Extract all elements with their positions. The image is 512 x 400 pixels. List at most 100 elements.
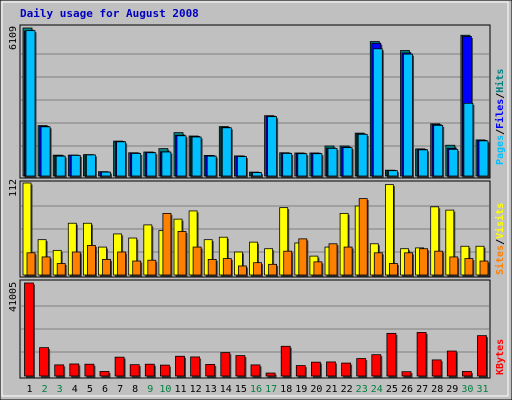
sites-bar — [388, 263, 398, 276]
kbytes-max-label: 41005 — [8, 282, 19, 312]
pages-bar — [312, 153, 323, 177]
day-label: 20 — [310, 384, 322, 395]
day-label: 5 — [87, 384, 93, 395]
pages-bar — [387, 170, 398, 177]
pages-bar — [372, 48, 383, 177]
pages-bar — [55, 155, 66, 177]
pages-bar — [40, 126, 51, 177]
visits-bar — [384, 184, 394, 276]
kbytes-bar — [159, 364, 170, 377]
day-label: 3 — [57, 384, 63, 395]
pages-bar — [448, 148, 459, 177]
sites-bar — [358, 198, 368, 276]
sites-bar — [56, 263, 66, 276]
pages-bar — [25, 30, 36, 177]
pages-bar — [252, 172, 262, 177]
kbytes-bar — [461, 371, 472, 377]
day-label: 12 — [190, 384, 202, 395]
visits-max-label: 112 — [8, 179, 19, 197]
sites-bar — [434, 250, 444, 276]
day-label: 27 — [416, 384, 428, 395]
kbytes-bar — [235, 355, 246, 377]
sites-bar — [283, 250, 293, 276]
pages-bar — [463, 102, 474, 177]
kbytes-bar — [84, 363, 95, 377]
sites-bar — [449, 256, 459, 276]
day-label: 16 — [250, 384, 262, 395]
kbytes-bar — [477, 335, 487, 377]
legend-sep-1: / — [495, 129, 506, 135]
sites-bar — [102, 258, 111, 276]
kbytes-bar — [39, 347, 49, 377]
day-label: 18 — [280, 384, 292, 395]
sites-bar — [177, 231, 187, 276]
kbytes-bar — [356, 358, 367, 377]
sites-bar — [419, 248, 429, 276]
day-label: 7 — [117, 384, 123, 395]
sites-bar — [253, 262, 262, 276]
pages-bar — [342, 147, 353, 177]
pages-bar — [418, 149, 429, 177]
pages-bar — [86, 154, 96, 177]
sites-bar — [147, 259, 157, 276]
legend-sites: Sites — [494, 245, 506, 275]
pages-bar — [433, 124, 444, 177]
legend-sep-2: / — [495, 93, 506, 99]
legend-middle: Sites/Visits — [494, 203, 506, 275]
day-label: 30 — [461, 384, 473, 395]
kbytes-bar — [280, 345, 291, 377]
sites-bar — [464, 258, 474, 276]
pages-bar — [206, 155, 217, 177]
pages-bar — [327, 147, 338, 177]
kbytes-bar — [431, 359, 442, 377]
kbytes-bar — [54, 364, 65, 377]
day-label: 6 — [102, 384, 108, 395]
day-label: 10 — [159, 384, 171, 395]
sites-bar — [298, 238, 308, 276]
pages-bar — [403, 53, 413, 177]
kbytes-bar — [265, 372, 276, 377]
pages-bar — [236, 156, 247, 177]
legend-kbytes: KBytes — [495, 339, 506, 375]
sites-bar — [479, 260, 489, 276]
day-label: 15 — [235, 384, 247, 395]
day-label: 11 — [174, 384, 186, 395]
sites-bar — [41, 256, 51, 276]
kbytes-bar — [114, 356, 125, 377]
sites-bar — [87, 245, 96, 276]
day-label: 31 — [476, 384, 488, 395]
day-label: 2 — [42, 384, 48, 395]
sites-bar — [192, 246, 202, 276]
day-label: 9 — [147, 384, 153, 395]
kbytes-bar — [386, 332, 397, 377]
day-label: 28 — [431, 384, 443, 395]
chart-title: Daily usage for August 2008 — [20, 7, 199, 20]
sites-bar — [71, 251, 81, 276]
day-label: 19 — [295, 384, 307, 395]
kbytes-bar — [220, 352, 231, 377]
sites-bar — [117, 251, 126, 276]
kbytes-bar — [175, 355, 185, 377]
kbytes-bar — [144, 363, 155, 377]
pages-bar — [131, 153, 142, 177]
sites-bar — [313, 261, 323, 276]
kbytes-bar — [371, 354, 382, 377]
pages-bar — [282, 153, 293, 177]
day-label: 25 — [386, 384, 398, 395]
sites-bar — [207, 258, 217, 276]
sites-bar — [132, 260, 142, 276]
legend-files: Files — [494, 99, 506, 129]
kbytes-bar — [205, 364, 216, 377]
bars — [22, 27, 490, 378]
legend-hits: Hits — [494, 69, 506, 93]
legend-top: Pages/Files/Hits — [494, 69, 506, 165]
pages-bar — [221, 127, 232, 177]
kbytes-bar — [401, 371, 412, 377]
pages-bar — [297, 153, 308, 177]
kbytes-bar — [99, 371, 110, 377]
pages-bar — [357, 133, 368, 177]
sites-bar — [162, 212, 172, 276]
pages-bar — [267, 116, 278, 177]
day-label: 4 — [72, 384, 78, 395]
